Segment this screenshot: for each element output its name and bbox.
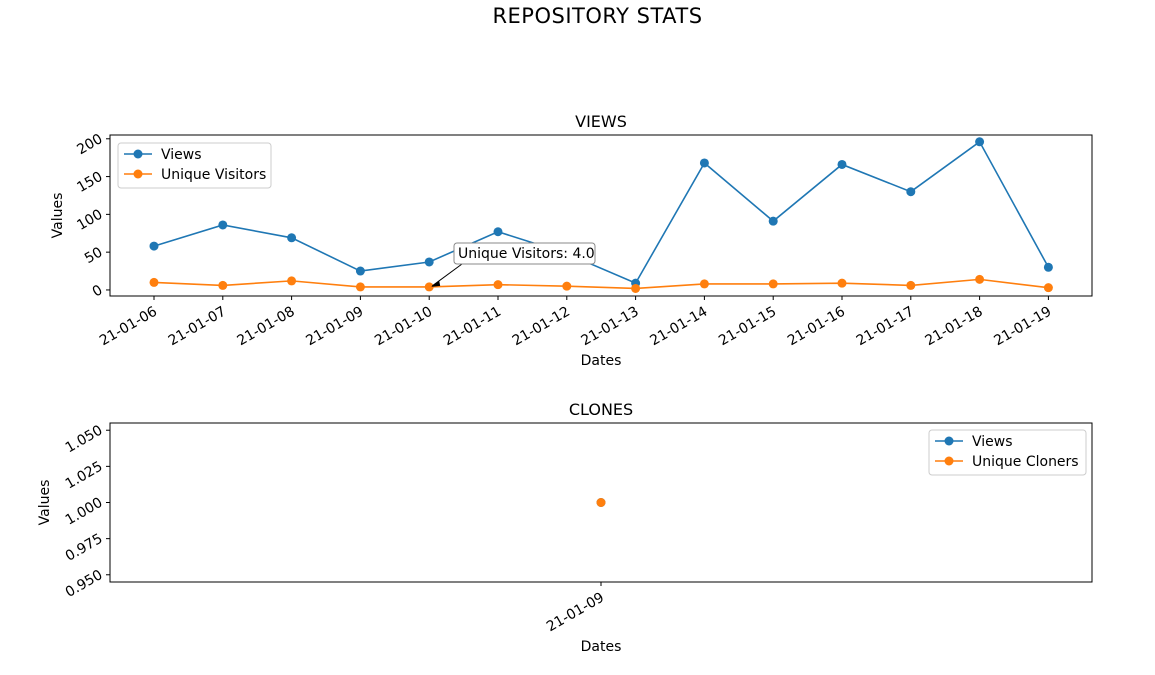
data-point-views xyxy=(837,159,847,169)
y-tick-label: 150 xyxy=(74,169,105,196)
data-point-views xyxy=(149,241,159,251)
data-point-unique-visitors xyxy=(355,282,365,292)
data-point-views xyxy=(1043,262,1053,272)
data-point-unique-visitors xyxy=(287,276,297,286)
series-line-unique-visitors xyxy=(153,278,1049,290)
y-tick-label: 1.000 xyxy=(63,495,106,529)
annotation-arrowhead xyxy=(431,280,441,287)
data-point-unique-visitors xyxy=(149,277,159,287)
data-point-unique-visitors xyxy=(1043,283,1053,293)
data-point-views xyxy=(424,257,434,267)
x-tick-label: 21-01-09 xyxy=(303,304,366,350)
annotation-label: Unique Visitors: 4.0 xyxy=(458,246,595,262)
y-tick-label: 200 xyxy=(74,131,105,158)
y-tick-label: 1.025 xyxy=(63,459,106,493)
x-tick-label: 21-01-10 xyxy=(372,304,435,350)
chart-title: CLONES xyxy=(569,400,633,419)
data-point-unique-visitors xyxy=(699,279,709,289)
data-point-views xyxy=(768,216,778,226)
data-point-views xyxy=(493,227,503,237)
data-point-views xyxy=(287,233,297,243)
data-point-unique-visitors xyxy=(768,279,778,289)
figure-title: REPOSITORY STATS xyxy=(492,4,703,28)
legend-label: Unique Visitors xyxy=(161,167,266,183)
y-tick-label: 0 xyxy=(90,282,106,300)
legend-marker xyxy=(944,456,954,466)
x-axis-label: Dates xyxy=(581,353,622,369)
y-tick-label: 100 xyxy=(74,207,105,234)
data-point-unique-visitors xyxy=(424,282,434,292)
annotation-box xyxy=(453,242,596,265)
chart-title: VIEWS xyxy=(575,112,627,131)
legend-label: Views xyxy=(161,147,202,163)
x-tick-label: 21-01-15 xyxy=(716,304,779,350)
y-tick-label: 0.950 xyxy=(63,567,106,601)
data-point-unique-visitors xyxy=(218,280,228,290)
x-tick-label: 21-01-07 xyxy=(166,304,229,350)
annotation-arrow xyxy=(431,263,463,287)
data-point-views xyxy=(975,137,985,147)
x-tick-label: 21-01-06 xyxy=(97,304,160,350)
y-tick-label: 0.975 xyxy=(63,531,106,565)
x-tick-label: 21-01-18 xyxy=(923,304,986,350)
x-tick-label: 21-01-09 xyxy=(544,590,607,636)
data-point-unique-visitors xyxy=(562,281,572,291)
legend-label: Views xyxy=(972,434,1013,450)
legend-marker xyxy=(133,149,143,159)
y-tick-label: 50 xyxy=(82,244,105,267)
legend-marker xyxy=(133,169,143,179)
data-point-unique-visitors xyxy=(631,283,641,293)
data-point-unique-visitors xyxy=(837,278,847,288)
plot-frame xyxy=(109,134,1093,297)
data-point-views xyxy=(218,220,228,230)
x-tick-label: 21-01-17 xyxy=(854,304,917,350)
data-point-unique-cloners xyxy=(596,498,606,507)
y-axis-label: Values xyxy=(50,193,66,239)
x-tick-label: 21-01-12 xyxy=(510,304,573,350)
data-point-unique-visitors xyxy=(906,280,916,290)
legend-box xyxy=(928,429,1087,476)
x-tick-label: 21-01-16 xyxy=(785,304,848,350)
data-point-views xyxy=(906,187,916,197)
data-point-unique-visitors xyxy=(493,280,503,290)
series-line-views xyxy=(153,140,1050,285)
data-point-unique-visitors xyxy=(975,274,985,284)
x-tick-label: 21-01-19 xyxy=(991,304,1054,350)
data-point-views xyxy=(355,266,365,276)
x-tick-label: 21-01-11 xyxy=(441,304,504,350)
x-tick-label: 21-01-08 xyxy=(235,304,298,350)
y-axis-label: Values xyxy=(37,480,53,526)
legend-marker xyxy=(944,436,954,446)
legend-box xyxy=(117,142,272,189)
data-point-views xyxy=(699,158,709,168)
x-tick-label: 21-01-14 xyxy=(647,304,710,350)
y-tick-label: 1.050 xyxy=(63,422,106,456)
x-tick-label: 21-01-13 xyxy=(579,304,642,350)
legend-label: Unique Cloners xyxy=(972,454,1079,470)
x-axis-label: Dates xyxy=(581,639,622,655)
